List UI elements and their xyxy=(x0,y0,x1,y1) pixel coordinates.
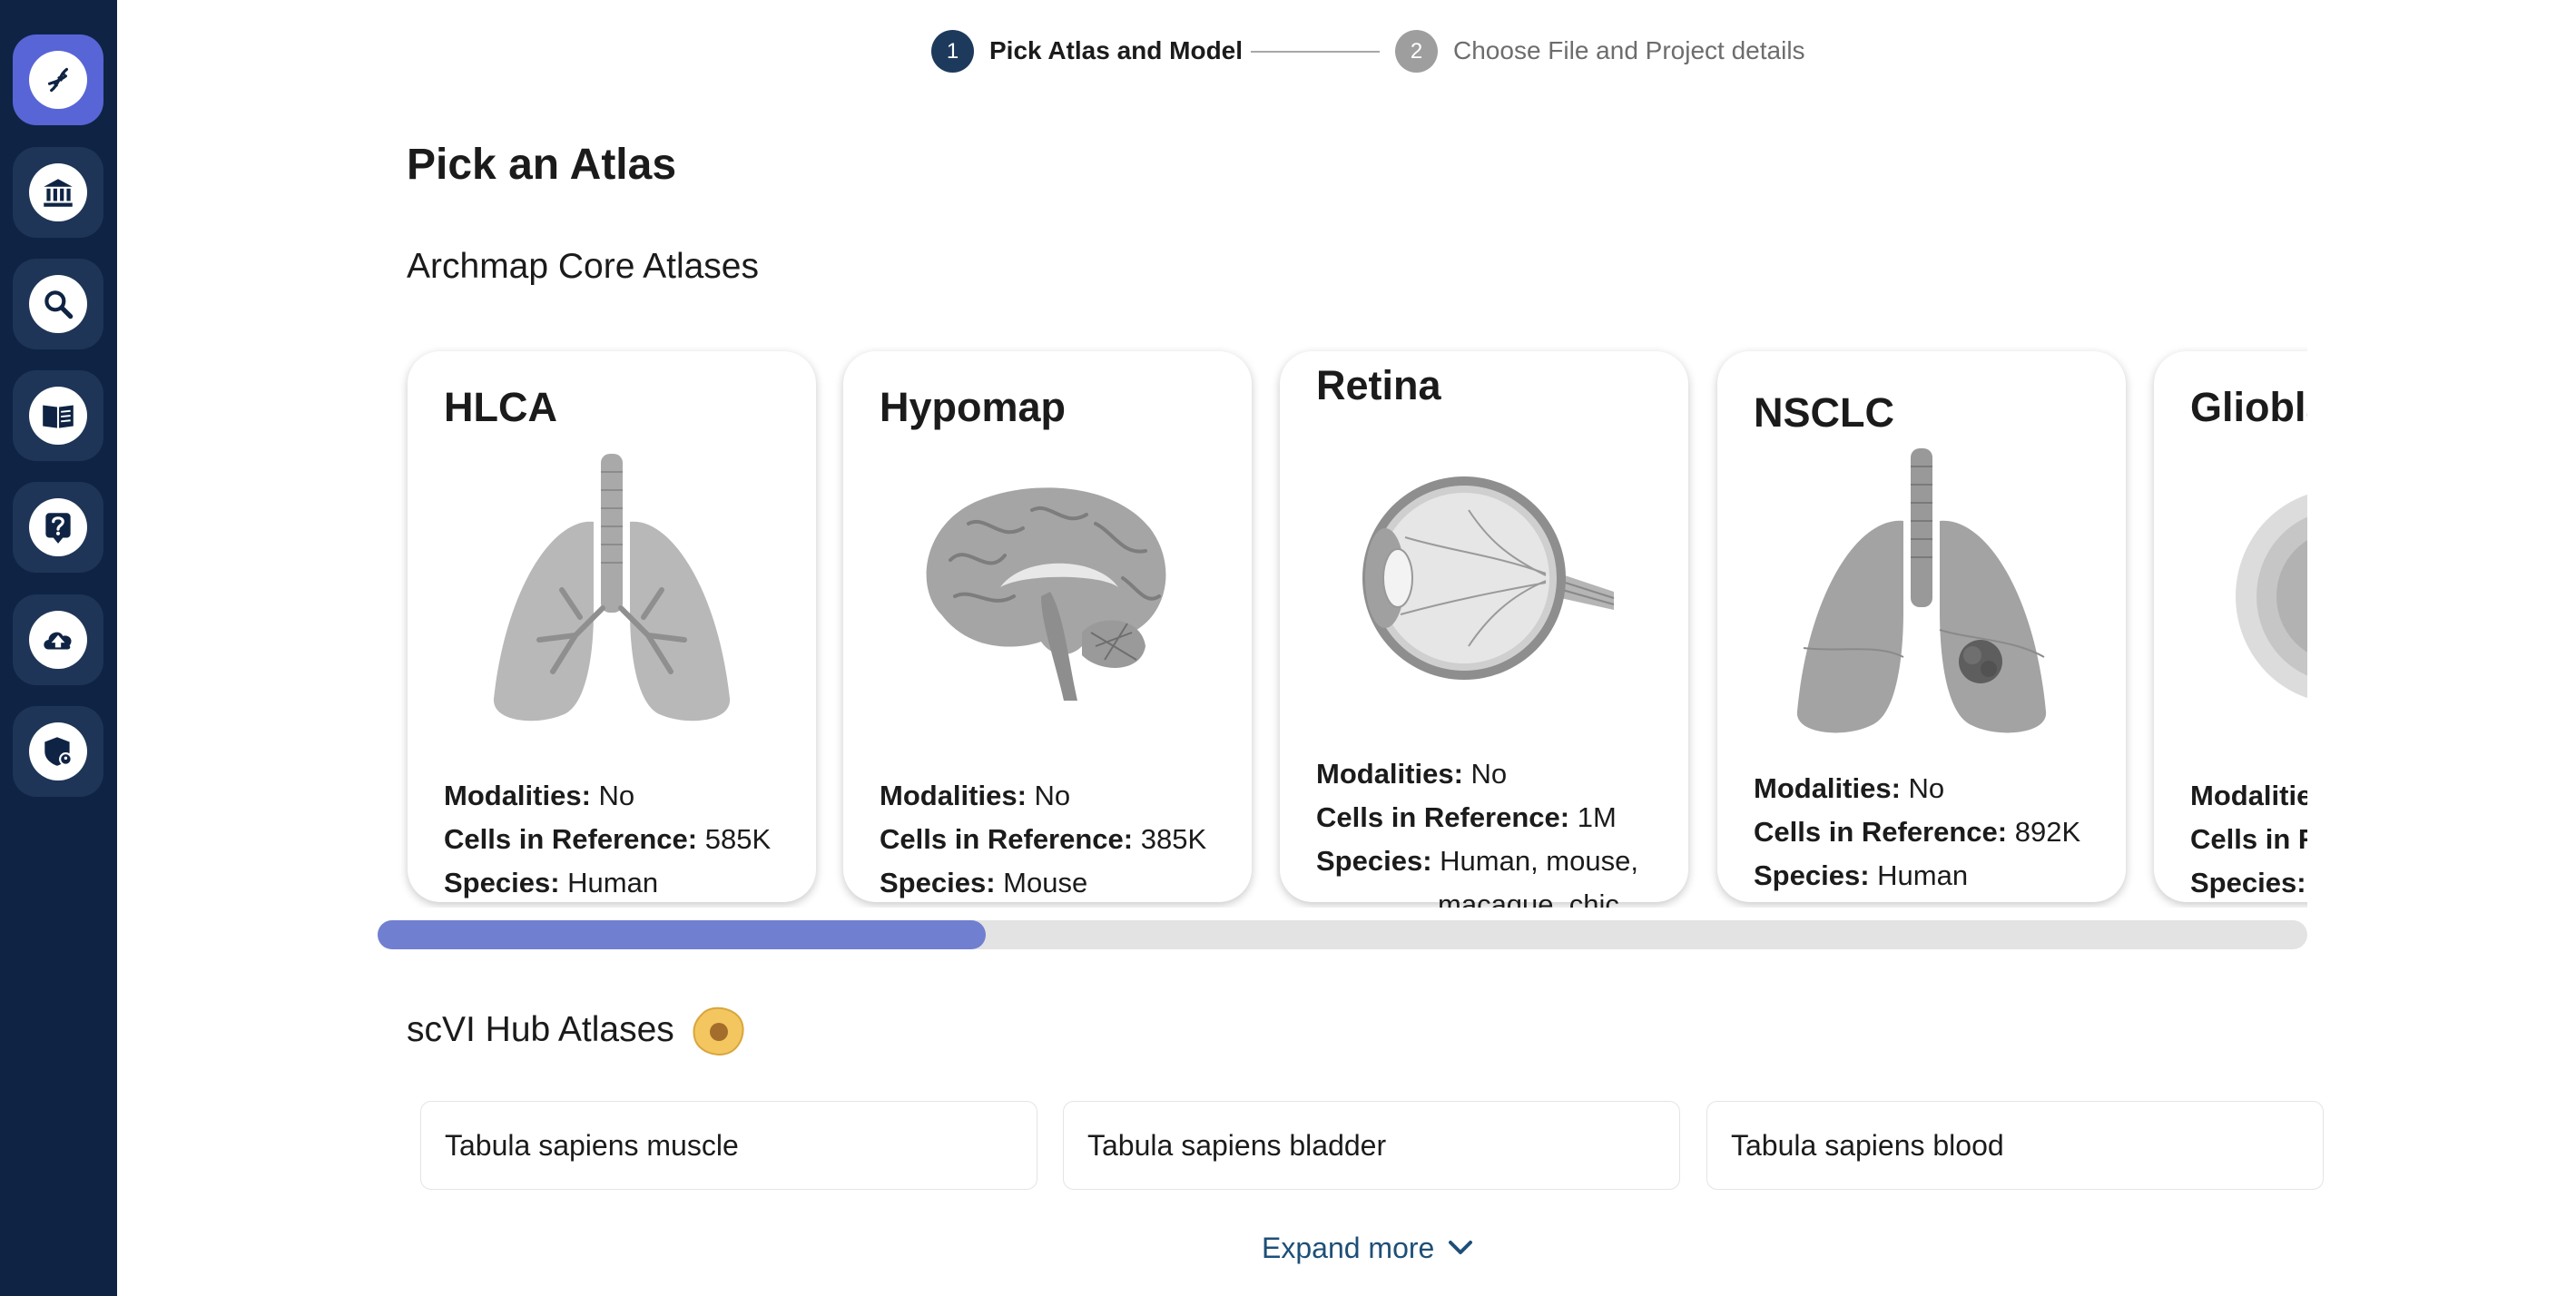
cloud-upload-icon-disc xyxy=(29,611,87,669)
shield-icon-disc xyxy=(29,722,87,781)
sidebar-item-documentation[interactable] xyxy=(13,370,103,461)
modalities-row: Modalities: No xyxy=(444,780,635,811)
modalities-row: Modalities: No xyxy=(1316,758,1508,790)
cells-row: Cells in Reference: 585K xyxy=(444,823,772,855)
dna-icon-disc xyxy=(29,51,87,109)
step-1-label: Pick Atlas and Model xyxy=(989,36,1244,64)
species-row: Species: xyxy=(2190,867,2306,898)
sidebar-item-atlas-mapping[interactable] xyxy=(13,34,103,125)
cells-row: Cells in Reference: 385K xyxy=(880,823,1207,855)
book-icon-disc xyxy=(29,387,87,445)
sidebar xyxy=(0,0,117,1296)
chevron-down-icon xyxy=(1449,1241,1473,1254)
step-2-indicator: 2 xyxy=(1395,30,1438,73)
hub-atlas-card[interactable]: Tabula sapiens muscle xyxy=(420,1101,1037,1190)
step-connector xyxy=(1251,51,1380,53)
sidebar-item-upload[interactable] xyxy=(13,594,103,685)
atlas-card-retina[interactable]: Retina Modalities: No Cells in Reference… xyxy=(1280,351,1688,908)
step-2-label: Choose File and Project details xyxy=(1453,36,1805,64)
book-icon xyxy=(43,405,74,428)
expand-more-button[interactable]: Expand more xyxy=(1262,1228,1474,1268)
hub-atlas-card[interactable]: Tabula sapiens bladder xyxy=(1063,1101,1680,1190)
sidebar-item-institutions[interactable] xyxy=(13,147,103,238)
species-row: Species: Human xyxy=(444,867,659,898)
help-icon xyxy=(45,513,71,544)
expand-more-label: Expand more xyxy=(1262,1232,1435,1264)
hub-atlases-heading: scVI Hub Atlases xyxy=(407,1002,747,1058)
search-icon-disc xyxy=(29,275,87,333)
sidebar-item-admin[interactable] xyxy=(13,706,103,797)
species-row-continued: macaque, chic. xyxy=(1438,889,1627,908)
atlas-name: Hypomap xyxy=(880,384,1067,430)
carousel-scrollbar-thumb[interactable] xyxy=(378,920,986,949)
institution-icon-disc xyxy=(29,163,87,221)
page-title: Pick an Atlas xyxy=(407,141,677,189)
core-atlases-heading: Archmap Core Atlases xyxy=(407,247,760,286)
help-icon-disc xyxy=(29,498,87,556)
search-icon xyxy=(44,290,74,319)
shield-icon xyxy=(44,737,73,766)
lungs-tumor-illustration xyxy=(1796,448,2047,733)
atlas-name: NSCLC xyxy=(1754,389,1894,436)
sidebar-item-help[interactable] xyxy=(13,482,103,573)
atlas-card-nsclc[interactable]: NSCLC Modalities: No Cells in Reference:… xyxy=(1717,351,2126,902)
atlas-card-glioblastoma[interactable]: Glioblastoma Modalities: Cells in Refere… xyxy=(2154,351,2307,902)
atlas-name: Glioblastoma xyxy=(2190,384,2307,430)
modalities-row: Modalities: No xyxy=(880,780,1071,811)
modalities-row: Modalities: xyxy=(2190,780,2307,811)
hub-atlases-title: scVI Hub Atlases xyxy=(407,1010,674,1049)
species-row: Species: Mouse xyxy=(880,867,1088,898)
step-1-indicator: 1 xyxy=(931,30,974,73)
atlas-card-hlca[interactable]: HLCA Modalities: No Cells in Reference: … xyxy=(408,351,816,902)
institution-icon xyxy=(44,179,73,207)
species-row: Species: Human xyxy=(1754,859,1969,891)
sidebar-item-search[interactable] xyxy=(13,259,103,349)
hub-atlas-card[interactable]: Tabula sapiens blood xyxy=(1706,1101,2324,1190)
cells-row: Cells in Reference: 1M xyxy=(1316,801,1617,833)
modalities-row: Modalities: No xyxy=(1754,772,1945,804)
species-row: Species: Human, mouse, xyxy=(1316,845,1638,877)
atlas-carousel[interactable]: HLCA Modalities: No Cells in Reference: … xyxy=(399,345,2307,908)
eye-illustration xyxy=(1362,476,1615,680)
cell-icon xyxy=(693,1006,744,1055)
carousel-scrollbar[interactable] xyxy=(378,920,2307,949)
brain-illustration xyxy=(926,487,1166,701)
atlas-card-hypomap[interactable]: Hypomap Modalities: No Cells in Referenc… xyxy=(843,351,1252,902)
cells-row: Cells in Reference: 892K xyxy=(1754,816,2081,848)
tumor-illustration xyxy=(2236,494,2307,699)
dna-icon xyxy=(47,67,69,93)
atlas-name: HLCA xyxy=(444,384,557,430)
cells-row: Cells in Reference: xyxy=(2190,823,2307,855)
lungs-illustration xyxy=(493,454,731,722)
cloud-upload-icon xyxy=(44,632,72,650)
atlas-name: Retina xyxy=(1316,362,1441,408)
